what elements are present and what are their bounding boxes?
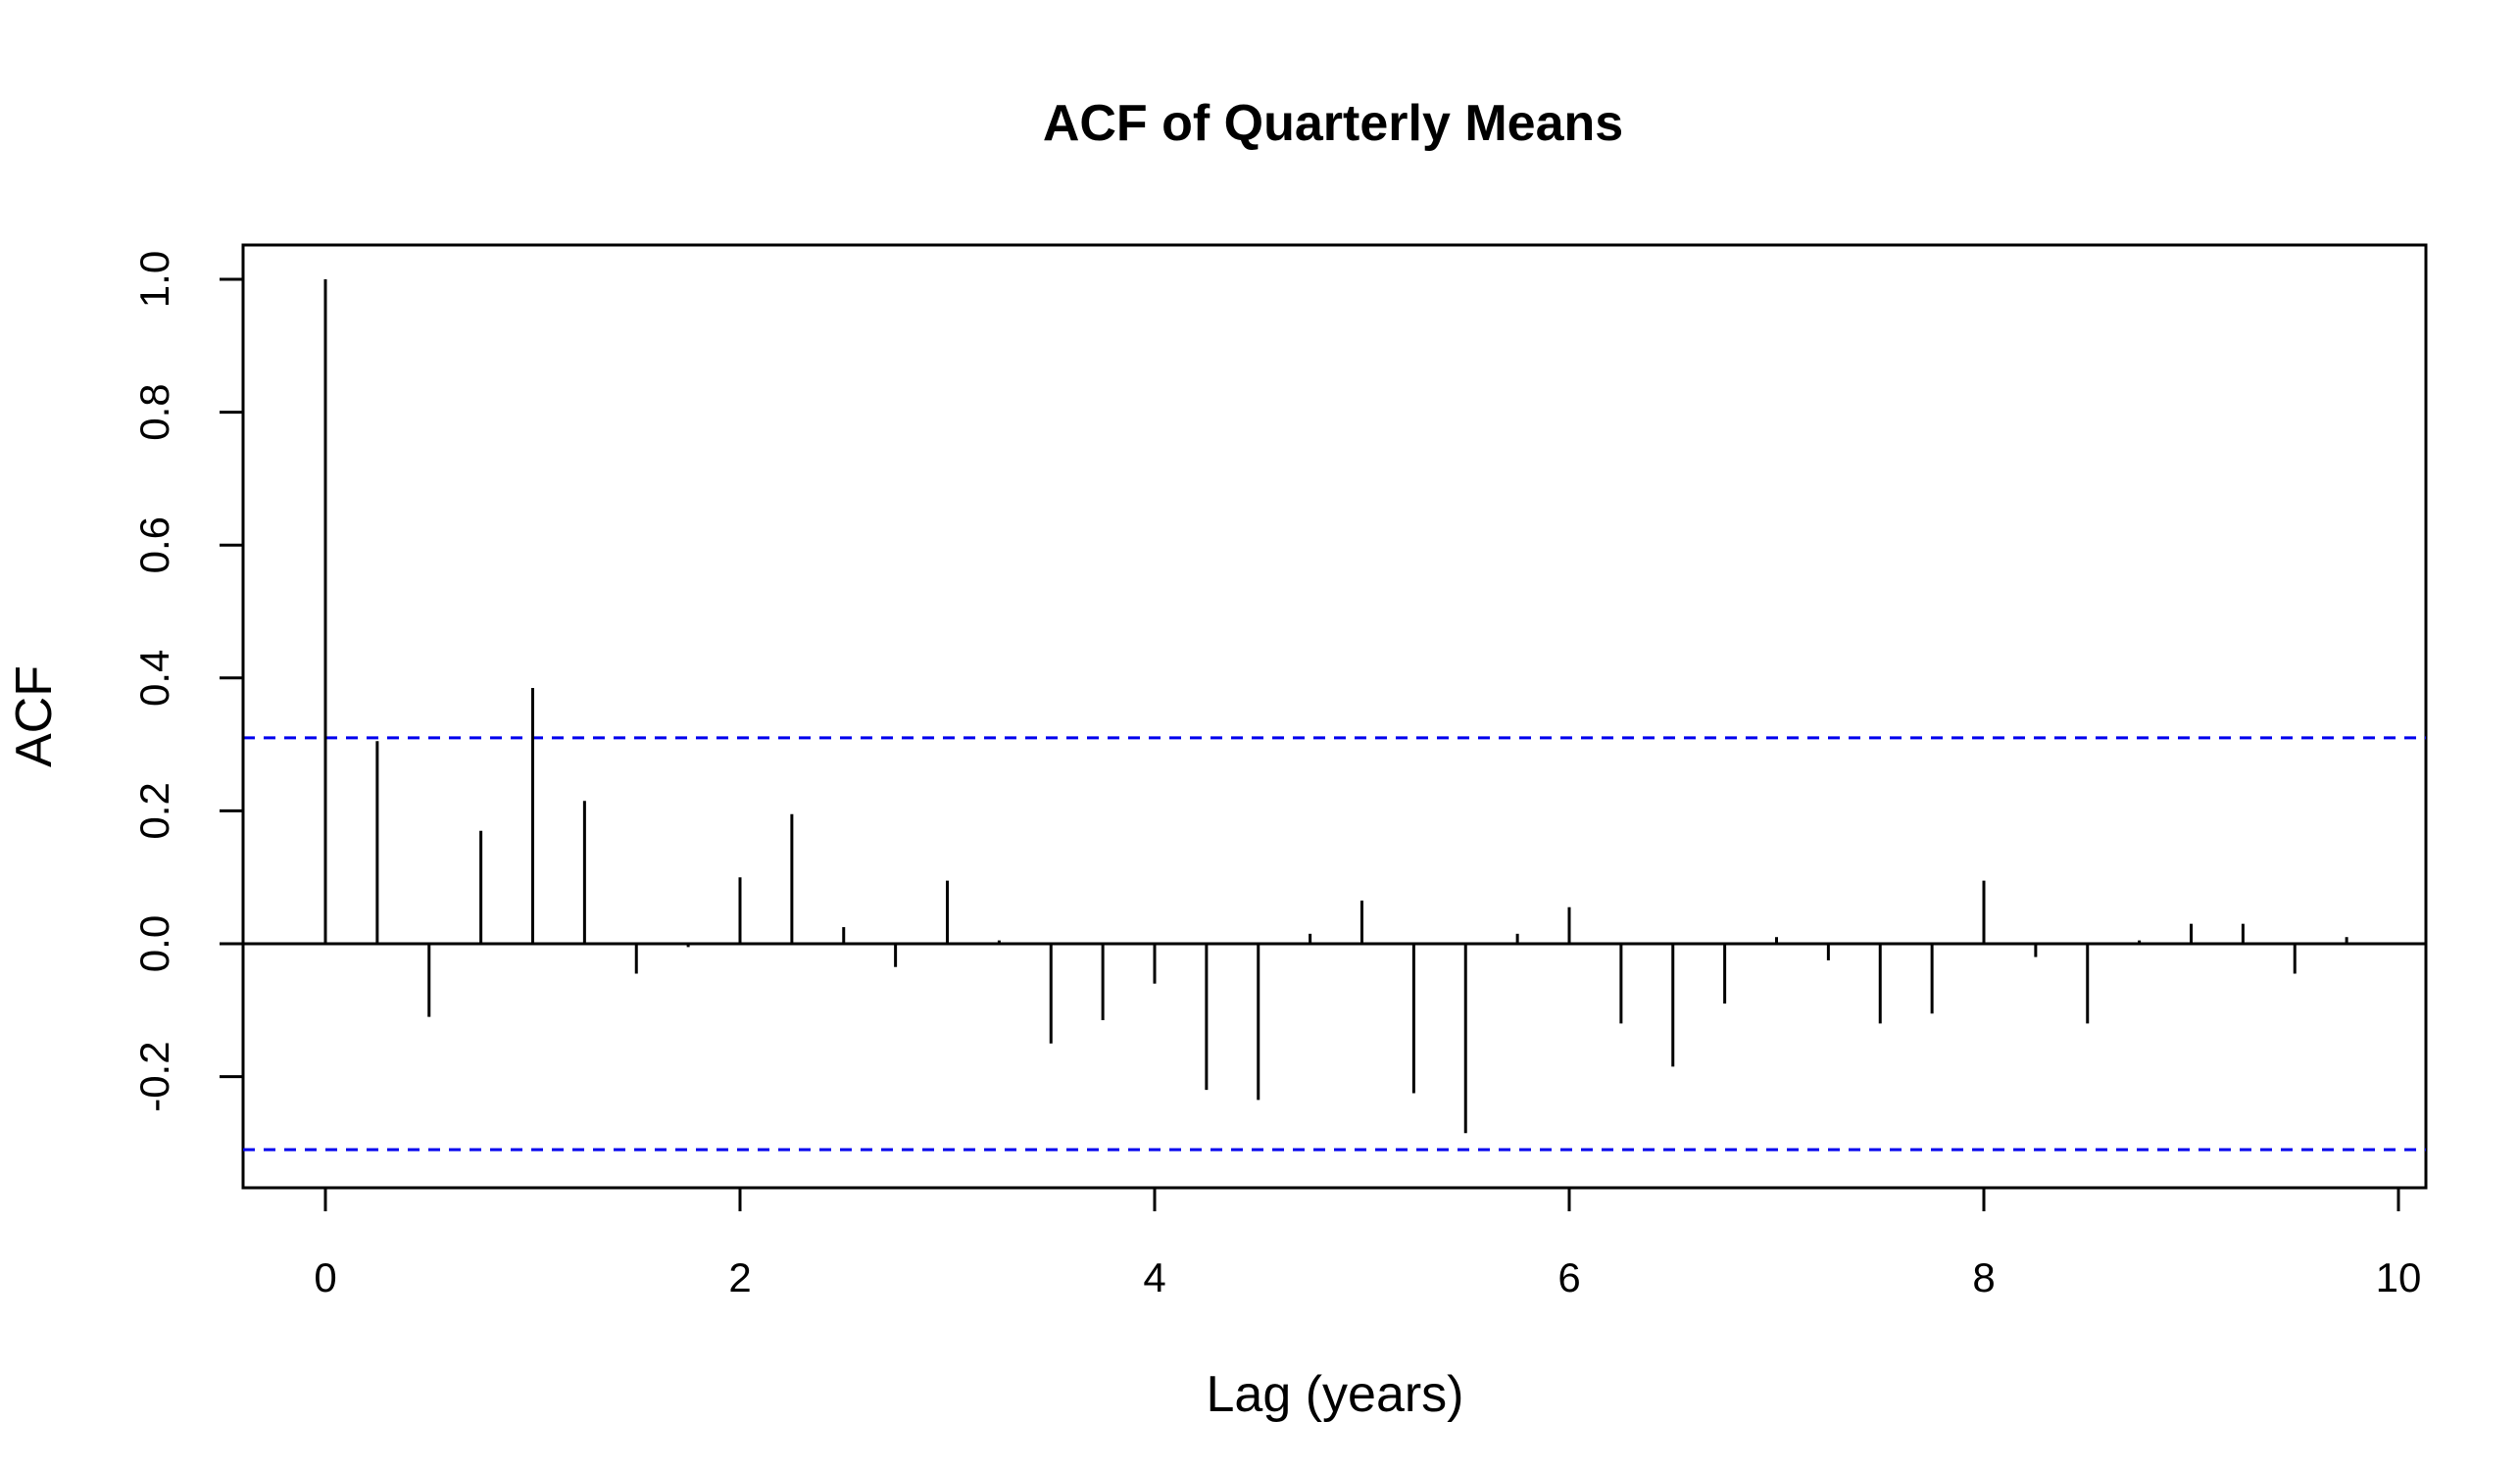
x-axis: 0 2 4 6 8 10 [314, 1186, 2422, 1300]
x-tick-label: 0 [314, 1254, 336, 1300]
plot-area [241, 243, 2428, 1190]
y-tick-label: 0.8 [131, 383, 177, 440]
chart-title: ACF of Quarterly Means [1043, 95, 1623, 152]
confidence-bounds [243, 736, 2426, 1152]
x-tick-label: 2 [728, 1254, 751, 1300]
y-axis-label: ACF [6, 665, 63, 767]
x-tick-label: 4 [1143, 1254, 1165, 1300]
x-tick-label: 10 [2376, 1254, 2422, 1300]
y-axis: -0.2 0.0 0.2 0.4 0.6 0.8 1.0 [131, 251, 245, 1112]
y-tick-label: 0.0 [131, 915, 177, 972]
x-tick-label: 6 [1557, 1254, 1580, 1300]
y-tick-label: 0.2 [131, 782, 177, 839]
acf-bars [323, 279, 2348, 1134]
plot-frame [241, 243, 2428, 1190]
x-tick-label: 8 [1972, 1254, 1995, 1300]
y-tick-label: 0.4 [131, 650, 177, 707]
y-tick-label: 1.0 [131, 251, 177, 308]
y-tick-label: 0.6 [131, 516, 177, 573]
y-tick-label: -0.2 [131, 1041, 177, 1111]
x-axis-label: Lag (years) [1207, 1366, 1464, 1423]
